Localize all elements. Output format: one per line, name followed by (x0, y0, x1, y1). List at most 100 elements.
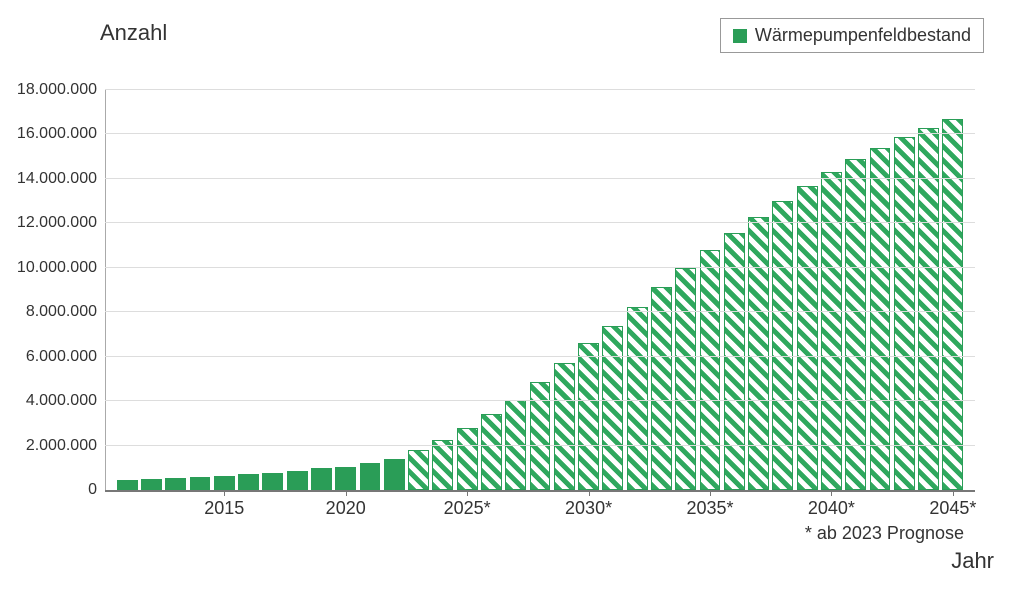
bar-slot (746, 90, 770, 490)
bar-actual (287, 471, 308, 490)
bar-forecast (700, 250, 721, 490)
bar-actual (141, 479, 162, 490)
bar-forecast (457, 428, 478, 490)
bar-forecast (481, 414, 502, 490)
bar-actual (190, 477, 211, 490)
bar-slot (188, 90, 212, 490)
bar-forecast (554, 363, 575, 490)
bar-slot (892, 90, 916, 490)
y-tick-label: 14.000.000 (17, 170, 97, 188)
bar-slot (115, 90, 139, 490)
bar-forecast (408, 450, 429, 490)
bar-forecast (675, 268, 696, 490)
gridline (105, 311, 975, 312)
x-tick-label: 2020 (326, 498, 366, 519)
gridline (105, 356, 975, 357)
legend-swatch (733, 29, 747, 43)
bar-actual (335, 467, 356, 490)
bar-forecast (651, 287, 672, 490)
x-tick-label: 2035* (686, 498, 733, 519)
y-tick-label: 2.000.000 (26, 437, 97, 455)
bar-slot: 2020 (334, 90, 358, 490)
bar-slot (868, 90, 892, 490)
x-tick-mark (224, 490, 225, 496)
bar-slot (552, 90, 576, 490)
bar-slot: 2045* (941, 90, 965, 490)
bar-slot (261, 90, 285, 490)
bar-slot (674, 90, 698, 490)
bar-forecast (578, 343, 599, 490)
bar-forecast (845, 159, 866, 490)
bar-slot (504, 90, 528, 490)
bar-slot (431, 90, 455, 490)
bar-slot: 2040* (819, 90, 843, 490)
y-tick-label: 0 (88, 481, 97, 499)
bar-forecast (870, 148, 891, 490)
bar-forecast (821, 172, 842, 490)
gridline (105, 222, 975, 223)
bar-slot (479, 90, 503, 490)
bar-forecast (894, 137, 915, 490)
y-tick-label: 4.000.000 (26, 392, 97, 410)
x-tick-label: 2040* (808, 498, 855, 519)
bar-forecast (748, 217, 769, 490)
bar-slot: 2025* (455, 90, 479, 490)
y-axis-line (105, 90, 106, 490)
x-tick-label: 2045* (929, 498, 976, 519)
y-tick-label: 10.000.000 (17, 259, 97, 277)
bar-actual (311, 468, 332, 490)
plot-area: 201520202025*2030*2035*2040*2045* 02.000… (105, 90, 975, 492)
bar-actual (165, 478, 186, 490)
bar-slot (916, 90, 940, 490)
gridline (105, 445, 975, 446)
bar-slot (625, 90, 649, 490)
x-tick-mark (346, 490, 347, 496)
bar-forecast (432, 440, 453, 490)
bar-actual (117, 480, 138, 490)
bar-forecast (627, 307, 648, 490)
x-tick-mark (589, 490, 590, 496)
bar-slot (844, 90, 868, 490)
bar-actual (384, 459, 405, 490)
y-tick-label: 8.000.000 (26, 303, 97, 321)
y-tick-label: 18.000.000 (17, 81, 97, 99)
bar-slot (382, 90, 406, 490)
footnote: * ab 2023 Prognose (805, 523, 964, 544)
y-tick-label: 6.000.000 (26, 348, 97, 366)
bar-slot (406, 90, 430, 490)
bar-forecast (942, 119, 963, 490)
y-axis-title: Anzahl (100, 20, 167, 46)
x-tick-label: 2030* (565, 498, 612, 519)
bar-actual (214, 476, 235, 490)
y-tick-label: 12.000.000 (17, 214, 97, 232)
gridline (105, 133, 975, 134)
legend-label: Wärmepumpenfeldbestand (755, 25, 971, 46)
legend: Wärmepumpenfeldbestand (720, 18, 984, 53)
y-tick-label: 16.000.000 (17, 125, 97, 143)
bar-slot (722, 90, 746, 490)
bar-slot (528, 90, 552, 490)
x-tick-mark (710, 490, 711, 496)
bar-slot (649, 90, 673, 490)
x-tick-label: 2015 (204, 498, 244, 519)
chart-container: Anzahl Wärmepumpenfeldbestand 2015202020… (0, 0, 1024, 589)
bar-actual (238, 474, 259, 490)
bar-slot (285, 90, 309, 490)
x-tick-mark (953, 490, 954, 496)
x-axis-title: Jahr (951, 548, 994, 574)
bar-forecast (602, 326, 623, 490)
bar-slot: 2015 (212, 90, 236, 490)
bar-slot (139, 90, 163, 490)
bar-slot (236, 90, 260, 490)
bar-actual (360, 463, 381, 490)
bar-slot (309, 90, 333, 490)
bar-slot: 2035* (698, 90, 722, 490)
bar-slot (601, 90, 625, 490)
bars-group: 2015 2020 2025* 2030* 2035* 2040* 2045* (115, 90, 965, 490)
bar-slot (358, 90, 382, 490)
gridline (105, 89, 975, 90)
gridline (105, 267, 975, 268)
x-tick-label: 2025* (444, 498, 491, 519)
bar-slot: 2030* (576, 90, 600, 490)
bar-forecast (724, 233, 745, 490)
